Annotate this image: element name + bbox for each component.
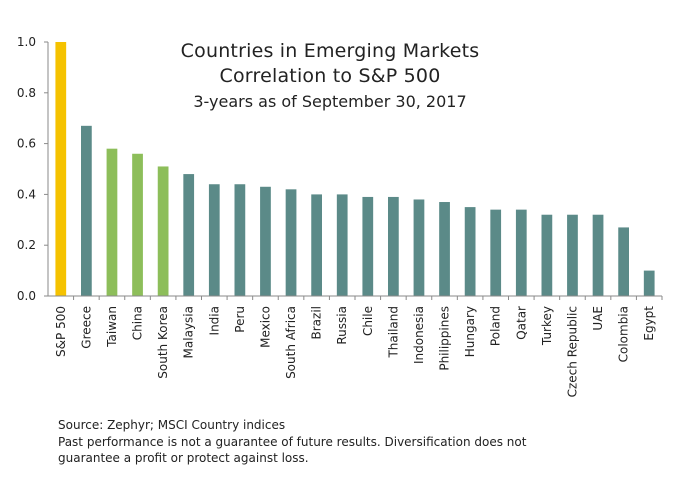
bar-colombia: [618, 227, 629, 296]
y-tick-label: 0.8: [17, 86, 36, 100]
y-tick-label: 0.6: [17, 137, 36, 151]
category-label: China: [131, 306, 145, 340]
category-label: Peru: [233, 306, 247, 333]
category-label: S&P 500: [54, 306, 68, 357]
bar-uae: [592, 214, 604, 296]
category-label: South Korea: [156, 306, 170, 379]
category-label: Philippines: [438, 306, 452, 371]
bar-indonesia: [413, 199, 425, 296]
bar-s-p-500: [55, 42, 67, 296]
category-label: Qatar: [514, 306, 528, 340]
y-tick-label: 1.0: [17, 35, 36, 49]
category-label: Czech Republic: [565, 306, 579, 397]
bar-philippines: [439, 202, 450, 296]
bars-group: [55, 42, 655, 296]
source-note: Source: Zephyr; MSCI Country indices: [58, 418, 286, 432]
category-label: Malaysia: [182, 306, 196, 358]
bar-czech-republic: [567, 214, 578, 296]
category-label: UAE: [591, 306, 605, 331]
bar-taiwan: [106, 148, 118, 296]
bar-greece: [81, 125, 92, 296]
category-label: Colombia: [617, 306, 631, 362]
bar-india: [208, 184, 220, 296]
bar-peru: [234, 184, 246, 296]
category-label: Indonesia: [412, 306, 426, 364]
category-label: South Africa: [284, 306, 298, 379]
category-label: Brazil: [310, 306, 324, 340]
category-label: Thailand: [386, 306, 400, 359]
category-label: Greece: [79, 306, 93, 349]
category-label: Taiwan: [105, 306, 119, 348]
bar-malaysia: [183, 174, 195, 296]
bar-qatar: [515, 209, 527, 296]
y-tick-label: 0.0: [17, 289, 36, 303]
y-tick-label: 0.2: [17, 238, 36, 252]
category-label: Mexico: [258, 306, 272, 348]
bar-hungary: [464, 207, 476, 296]
bar-china: [132, 153, 143, 296]
x-axis: S&P 500 Greece Taiwan China South Korea Malay…: [48, 295, 663, 397]
bar-south-africa: [285, 189, 297, 296]
bar-south-korea: [157, 166, 169, 296]
chart-subtitle: Correlation to S&P 500: [219, 65, 441, 87]
bar-mexico: [260, 186, 271, 296]
category-label: India: [207, 306, 221, 335]
chart-date-subtitle: 3-years as of September 30, 2017: [193, 92, 467, 111]
bar-brazil: [311, 194, 322, 296]
category-label: Chile: [361, 306, 375, 336]
category-label: Egypt: [642, 306, 656, 341]
bar-thailand: [388, 196, 399, 296]
bar-turkey: [541, 214, 553, 296]
bar-russia: [336, 194, 348, 296]
bar-chile: [362, 196, 374, 296]
bar-poland: [490, 209, 502, 296]
y-tick-label: 0.4: [17, 187, 36, 201]
category-label: Poland: [489, 306, 503, 346]
y-axis: 0.0 0.2 0.4 0.6 0.8 1.0: [17, 35, 49, 303]
category-label: Hungary: [463, 306, 477, 357]
category-label: Turkey: [540, 306, 554, 346]
disclaimer-note: Past performance is not a guarantee of f…: [58, 435, 527, 465]
bar-egypt: [643, 270, 655, 296]
category-label: Russia: [335, 306, 349, 345]
chart-title: Countries in Emerging Markets: [180, 40, 480, 62]
